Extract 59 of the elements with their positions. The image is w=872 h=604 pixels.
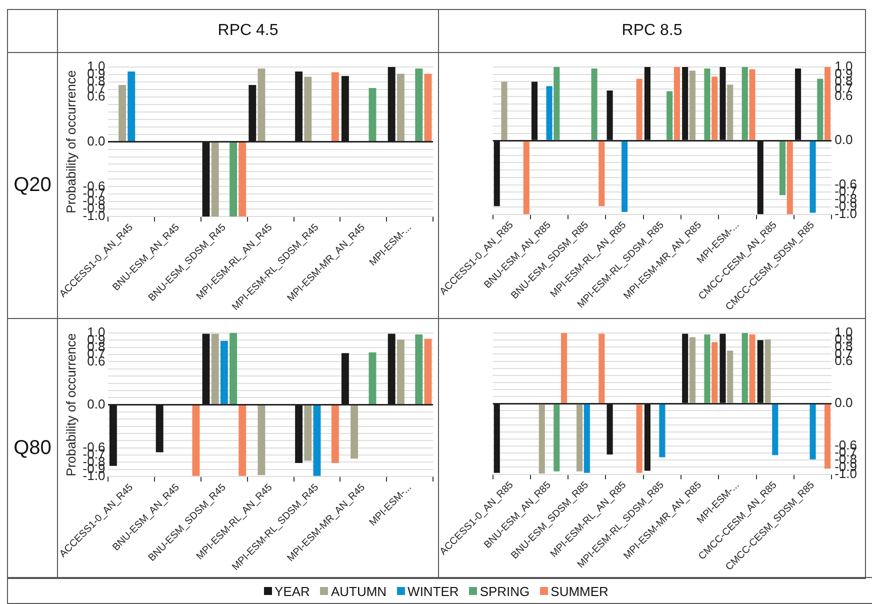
- bar: [636, 404, 642, 473]
- bar: [211, 334, 219, 404]
- bar: [704, 334, 710, 403]
- legend-label: AUTUMN: [330, 584, 387, 598]
- bar: [659, 404, 666, 458]
- bar: [424, 74, 432, 142]
- bar: [331, 72, 339, 142]
- bar: [350, 406, 358, 459]
- legend-label: YEAR: [274, 584, 310, 598]
- bar: [415, 68, 423, 142]
- text: Q20: [14, 174, 52, 197]
- bar: [764, 339, 771, 403]
- bar: [258, 68, 266, 142]
- y-axis-title: Probability of occurrence: [64, 70, 79, 214]
- bar: [772, 404, 778, 456]
- bar: [396, 339, 404, 404]
- y2-tick-label: 0.0: [834, 395, 853, 410]
- bar: [128, 71, 136, 142]
- bar: [118, 84, 126, 142]
- bar: [230, 142, 238, 217]
- y-axis-title: Probability of occurrence: [64, 333, 79, 476]
- y-tick-label: 0.0: [87, 133, 106, 148]
- bar: [712, 342, 718, 403]
- bar: [304, 76, 312, 142]
- bar: [238, 406, 246, 476]
- bar: [561, 333, 568, 403]
- bar: [538, 404, 545, 474]
- bar: [598, 334, 605, 403]
- bar: [576, 404, 583, 472]
- bar: [220, 340, 228, 404]
- bar: [810, 404, 816, 460]
- bar: [742, 333, 748, 403]
- bar: [424, 338, 432, 404]
- chart-title: RPC 4.5: [57, 9, 439, 53]
- bar: [258, 406, 266, 476]
- bar: [368, 88, 376, 142]
- y-tick-label: 0.0: [87, 396, 106, 412]
- bar: [304, 406, 312, 461]
- bar: [396, 74, 404, 142]
- bar: [331, 406, 339, 463]
- bar: [554, 404, 560, 472]
- legend-label: WINTER: [408, 584, 459, 598]
- bar: [749, 334, 756, 403]
- bar: [824, 404, 831, 469]
- bar: [238, 142, 246, 217]
- bar: [313, 406, 321, 476]
- y2-tick-label: 0.0: [834, 132, 853, 148]
- bar: [230, 333, 238, 404]
- chart-title: RPC 8.5: [438, 9, 866, 53]
- bar: [368, 352, 376, 404]
- bar: [211, 142, 219, 217]
- legend-label: SPRING: [480, 584, 530, 598]
- legend-label: SUMMER: [550, 584, 608, 598]
- bar: [192, 406, 200, 476]
- bar: [689, 337, 696, 403]
- text: Q80: [14, 437, 52, 460]
- bar: [584, 404, 590, 473]
- bar: [727, 350, 734, 403]
- bar: [415, 334, 423, 404]
